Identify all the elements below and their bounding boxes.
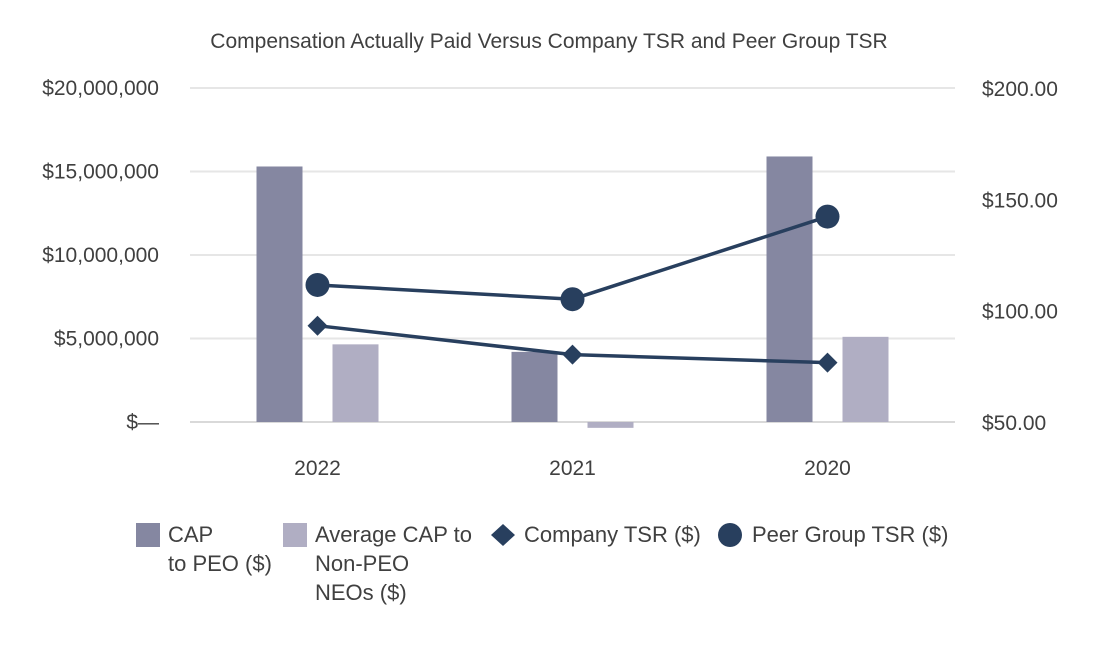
circle-marker	[560, 287, 585, 312]
legend-item-company-tsr: Company TSR ($)	[490, 520, 701, 549]
x-tick-label: 2022	[294, 457, 341, 480]
left-tick-label: $15,000,000	[42, 161, 159, 184]
circle-icon	[718, 523, 742, 547]
right-axis: $50.00 $100.00 $150.00 $200.00	[982, 78, 1058, 435]
legend-swatch-cap-peo	[136, 523, 160, 547]
legend-item-cap-peo: CAP to PEO ($)	[136, 520, 272, 578]
left-axis: $— $5,000,000 $10,000,000 $15,000,000 $20,00…	[42, 77, 159, 434]
legend-item-peer-tsr: Peer Group TSR ($)	[716, 520, 948, 549]
right-tick-label: $100.00	[982, 301, 1058, 324]
diamond-marker	[307, 315, 328, 336]
legend-label-cap-peo: CAP to PEO ($)	[168, 522, 272, 576]
left-tick-label: $5,000,000	[54, 328, 159, 351]
bar	[587, 422, 634, 428]
legend-label-avg-cap-neo: Average CAP to Non-PEO NEOs ($)	[315, 522, 472, 605]
diamond-marker	[817, 352, 838, 373]
right-tick-label: $50.00	[982, 412, 1046, 435]
bar	[511, 351, 558, 422]
circle-marker	[815, 204, 840, 229]
right-tick-label: $150.00	[982, 189, 1058, 212]
left-tick-label: $10,000,000	[42, 244, 159, 267]
circle-marker	[305, 272, 330, 297]
series-line	[317, 214, 829, 301]
diamond-marker	[562, 344, 583, 365]
bar	[766, 156, 813, 422]
x-tick-label: 2020	[804, 457, 851, 480]
legend-item-avg-cap-neo: Average CAP to Non-PEO NEOs ($)	[283, 520, 472, 607]
legend-label-peer-tsr: Peer Group TSR ($)	[752, 522, 949, 547]
legend-label-company-tsr: Company TSR ($)	[524, 522, 701, 547]
x-tick-label: 2021	[549, 457, 596, 480]
left-tick-label: $20,000,000	[42, 77, 159, 100]
bar	[256, 166, 303, 422]
bar	[842, 336, 889, 422]
series-lines	[305, 204, 840, 373]
right-tick-label: $200.00	[982, 78, 1058, 101]
diamond-icon	[491, 524, 515, 546]
gridlines	[190, 87, 955, 423]
legend: CAP to PEO ($) Average CAP to Non-PEO NE…	[0, 520, 1100, 620]
chart-title: Compensation Actually Paid Versus Compan…	[210, 30, 887, 53]
bar	[332, 344, 379, 422]
legend-swatch-avg-cap-neo	[283, 523, 307, 547]
chart-svg: Compensation Actually Paid Versus Compan…	[42, 30, 1058, 480]
bars	[256, 156, 889, 428]
x-axis: 2022 2021 2020	[294, 457, 851, 480]
left-tick-label: $—	[126, 411, 159, 434]
